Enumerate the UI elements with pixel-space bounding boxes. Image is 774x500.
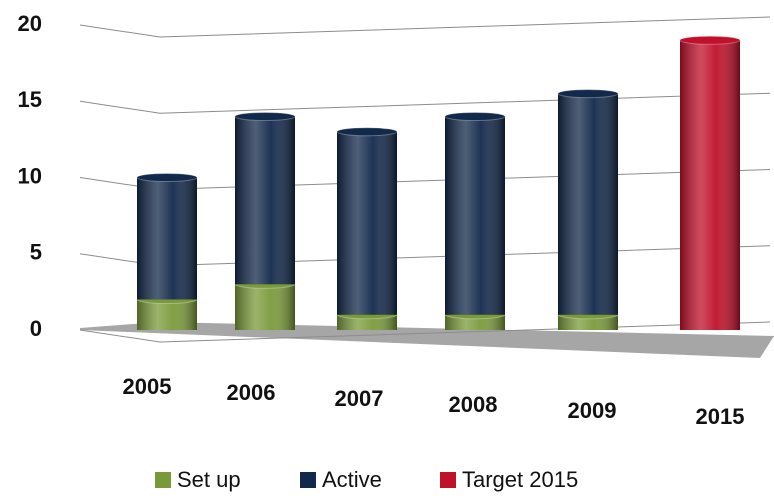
bar-shade xyxy=(680,40,740,330)
bar-top xyxy=(557,89,619,99)
bar-shade xyxy=(137,177,197,300)
legend-swatch xyxy=(300,472,316,488)
bar-shade xyxy=(445,314,505,330)
bar-shade xyxy=(445,116,505,315)
y-tick-label: 15 xyxy=(18,87,42,112)
bar-shade xyxy=(137,299,197,330)
y-tick-label: 20 xyxy=(18,11,42,36)
bar-top xyxy=(234,112,296,121)
x-tick-label: 2015 xyxy=(696,404,745,429)
bar-shade xyxy=(235,284,295,330)
x-tick-label: 2005 xyxy=(123,374,172,399)
bar-shade xyxy=(235,116,295,285)
legend-swatch xyxy=(440,472,456,488)
bar-shade xyxy=(337,131,397,315)
bar-shade xyxy=(558,314,618,330)
legend-label: Active xyxy=(322,467,382,492)
floor xyxy=(80,322,774,358)
bar-shade xyxy=(337,314,397,330)
bar-top xyxy=(444,112,506,121)
legend-swatch xyxy=(155,472,171,488)
x-tick-label: 2007 xyxy=(335,386,384,411)
y-tick-label: 0 xyxy=(30,316,42,341)
bar-top xyxy=(679,35,741,45)
grid-line xyxy=(79,16,771,38)
bar-top xyxy=(136,173,198,182)
y-tick-label: 10 xyxy=(18,163,42,188)
y-tick-label: 5 xyxy=(30,240,42,265)
grid-line xyxy=(79,92,771,114)
legend-label: Target 2015 xyxy=(462,467,578,492)
x-tick-label: 2006 xyxy=(227,380,276,405)
bar-top xyxy=(336,127,398,137)
x-tick-label: 2009 xyxy=(568,398,617,423)
x-tick-label: 2008 xyxy=(449,392,498,417)
bar-shade xyxy=(558,93,618,315)
legend-label: Set up xyxy=(177,467,241,492)
